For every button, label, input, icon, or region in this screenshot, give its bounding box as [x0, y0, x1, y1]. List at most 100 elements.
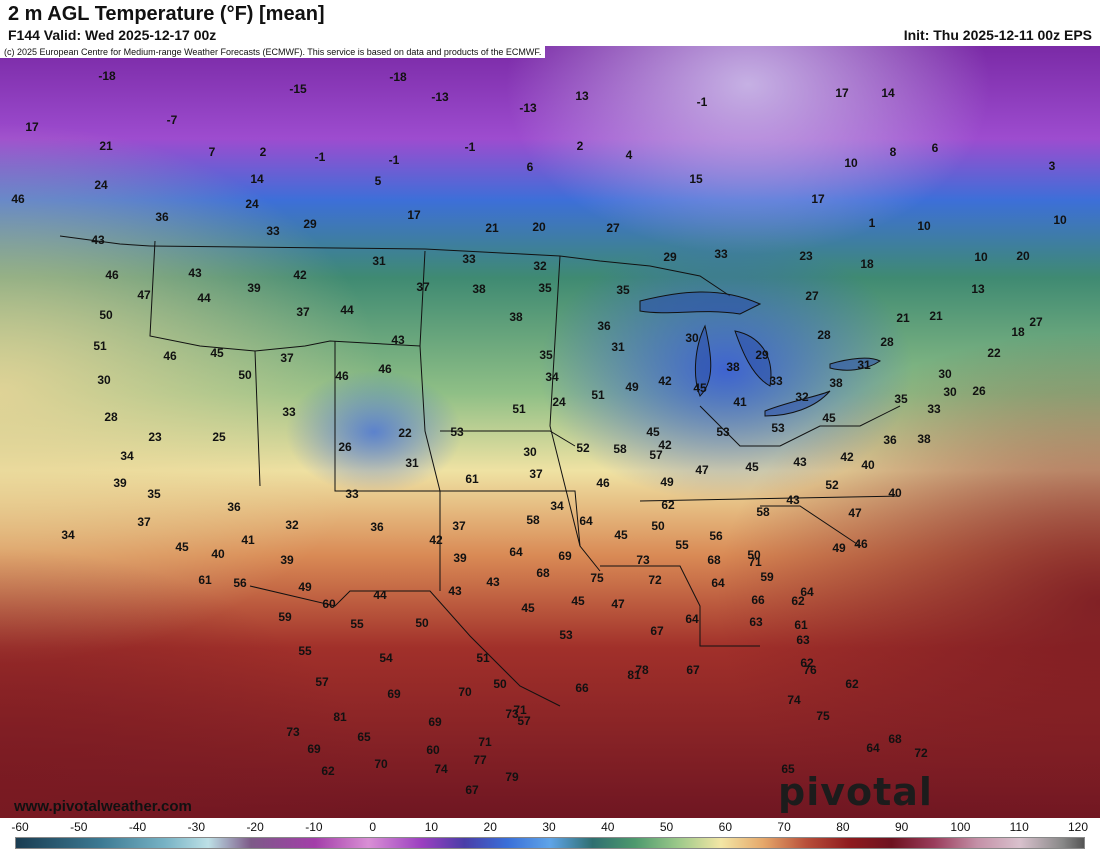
temperature-value: 62 — [321, 764, 335, 778]
pacific-warm-shading — [0, 46, 1100, 818]
us-mexico-border — [249, 585, 561, 707]
legend-tick: -20 — [246, 820, 264, 834]
temperature-value: 62 — [845, 677, 859, 691]
legend-tick: 0 — [369, 820, 376, 834]
plains-state-lines — [419, 345, 581, 547]
temperature-value: 25 — [212, 430, 226, 444]
temperature-value: 38 — [509, 310, 523, 324]
ohio-valley-lines — [699, 405, 901, 447]
legend-tick: 40 — [601, 820, 615, 834]
temperature-value: 63 — [749, 615, 763, 629]
temperature-value: 43 — [793, 455, 807, 469]
temperature-value: 36 — [227, 500, 241, 514]
temperature-value: 24 — [552, 395, 566, 409]
temperature-value: 51 — [93, 339, 107, 353]
temperature-value: 34 — [545, 370, 559, 384]
legend-tick: 120 — [1067, 820, 1089, 834]
us-canada-border — [149, 245, 731, 297]
temperature-value: -18 — [389, 70, 407, 84]
temperature-value: 27 — [805, 289, 819, 303]
temperature-value: 75 — [816, 709, 830, 723]
temperature-value: 39 — [280, 553, 294, 567]
temperature-value: 17 — [835, 86, 849, 100]
lake-erie — [764, 390, 831, 417]
lake-michigan — [695, 324, 712, 397]
legend-tick: 50 — [659, 820, 674, 834]
temperature-value: 46 — [378, 362, 392, 376]
temperature-value: 21 — [99, 139, 113, 153]
temperature-value: 72 — [914, 746, 928, 760]
temperature-value: -13 — [519, 101, 537, 115]
temperature-value: 50 — [99, 308, 113, 322]
temperature-value: 7 — [209, 145, 216, 159]
temperature-value: 78 — [635, 663, 649, 677]
temperature-value: 55 — [298, 644, 312, 658]
temperature-value: 37 — [280, 351, 294, 365]
temperature-value: 27 — [1029, 315, 1043, 329]
temperature-value: 55 — [675, 538, 689, 552]
map-header: 2 m AGL Temperature (°F) [mean] F144 Val… — [0, 0, 1100, 46]
temperature-value: 60 — [322, 597, 336, 611]
legend-tick: 110 — [1009, 820, 1029, 834]
temperature-value: 50 — [493, 677, 507, 691]
temperature-value: 41 — [241, 533, 255, 547]
temperature-value: 53 — [559, 628, 573, 642]
temperature-value: 73 — [505, 707, 519, 721]
temperature-value: 73 — [286, 725, 300, 739]
temperature-value: 71 — [748, 555, 762, 569]
temperature-value: 42 — [658, 374, 672, 388]
temperature-value: 51 — [512, 402, 526, 416]
temperature-value: 56 — [233, 576, 247, 590]
temperature-value: 31 — [405, 456, 419, 470]
temperature-value: 64 — [800, 585, 814, 599]
kansas-nebraska-line — [440, 430, 576, 447]
temperature-value: 40 — [888, 486, 902, 500]
temperature-value: 57 — [649, 448, 663, 462]
temperature-value: 75 — [590, 571, 604, 585]
temperature-value: 43 — [391, 333, 405, 347]
temperature-value: 27 — [606, 221, 620, 235]
temperature-value: 23 — [148, 430, 162, 444]
pacific-northwest-border — [59, 235, 151, 247]
temperature-value: 14 — [250, 172, 264, 186]
temperature-value: 67 — [686, 663, 700, 677]
valid-time: F144 Valid: Wed 2025-12-17 00z — [8, 27, 217, 43]
temperature-value: 67 — [650, 624, 664, 638]
temperature-value: -1 — [465, 140, 476, 154]
temperature-value: 59 — [278, 610, 292, 624]
west-state-lines — [149, 240, 261, 487]
legend-tick: -50 — [70, 820, 88, 834]
temperature-value: 30 — [523, 445, 537, 459]
temperature-value: 45 — [822, 411, 836, 425]
temperature-value: 49 — [625, 380, 639, 394]
temperature-value: 28 — [817, 328, 831, 342]
temperature-value: 6 — [527, 160, 534, 174]
temperature-value: 64 — [509, 545, 523, 559]
temperature-value: 37 — [452, 519, 466, 533]
temperature-value: -13 — [431, 90, 449, 104]
legend-tick: -10 — [305, 820, 323, 834]
temperature-value: 74 — [434, 762, 448, 776]
temperature-value: 39 — [113, 476, 127, 490]
temperature-value: 67 — [465, 783, 479, 797]
temperature-value: 38 — [917, 432, 931, 446]
temperature-value: 30 — [685, 331, 699, 345]
temperature-value: 52 — [576, 441, 590, 455]
temperature-value: 45 — [646, 425, 660, 439]
temperature-value: 61 — [198, 573, 212, 587]
temperature-value: 14 — [881, 86, 895, 100]
temperature-value: 6 — [932, 141, 939, 155]
temperature-value: 69 — [558, 549, 572, 563]
temperature-value: 49 — [660, 475, 674, 489]
temperature-value: 62 — [800, 656, 814, 670]
temperature-value: 10 — [1053, 213, 1067, 227]
temperature-value: 71 — [478, 735, 492, 749]
temperature-value: 37 — [416, 280, 430, 294]
temperature-value: 32 — [795, 390, 809, 404]
site-url[interactable]: www.pivotalweather.com — [14, 798, 192, 815]
temperature-value: 68 — [536, 566, 550, 580]
temperature-value: 42 — [293, 268, 307, 282]
temperature-map[interactable]: -18 -15 -18 -13 -13 13 -1 17 14 -7 17 21 7 2 -1 -1 -1 2 4 1… — [0, 46, 1100, 818]
legend-tick: 80 — [836, 820, 850, 834]
temperature-value: 5 — [375, 174, 382, 188]
